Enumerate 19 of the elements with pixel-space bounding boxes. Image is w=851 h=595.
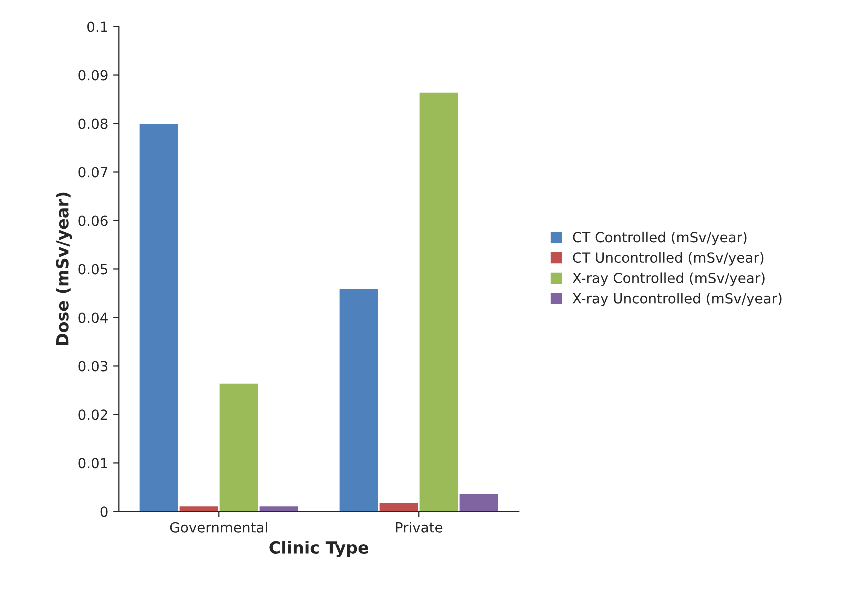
y-tick-label: 0.1 <box>88 22 108 32</box>
x-tick-label: Private <box>396 522 443 533</box>
y-axis-title: Dose (mSv/year) <box>56 192 72 346</box>
y-tick-label: 0.09 <box>78 70 108 81</box>
legend-label: X-ray Uncontrolled (mSv/year) <box>572 293 782 307</box>
y-tick-label: 0.01 <box>78 458 108 469</box>
y-tick-label: 0.03 <box>78 361 108 372</box>
y-tick-label: 0.04 <box>78 312 108 324</box>
y-tick-label: 0.02 <box>78 410 108 420</box>
y-tick-label: 0 <box>100 506 108 518</box>
y-tick-label: 0.07 <box>78 167 108 178</box>
legend-label: CT Uncontrolled (mSv/year) <box>573 252 764 266</box>
legend-label: X-ray Controlled (mSv/year) <box>572 272 765 286</box>
x-tick-label: Governmental <box>170 522 268 533</box>
y-tick-label: 0.05 <box>78 264 108 275</box>
y-tick-label: 0.08 <box>78 118 108 130</box>
y-tick-label: 0.06 <box>78 216 108 226</box>
legend-label: CT Controlled (mSv/year) <box>573 232 747 246</box>
x-axis-title: Clinic Type <box>270 541 369 558</box>
